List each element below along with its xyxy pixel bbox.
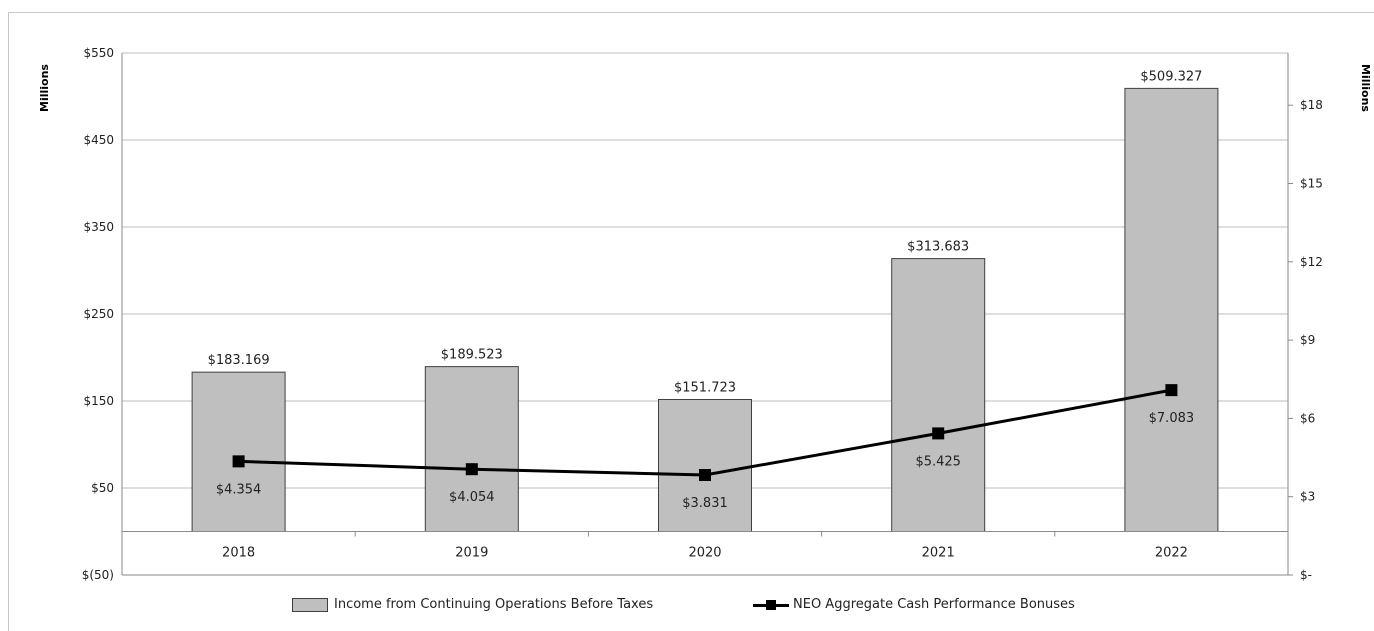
line-point — [932, 427, 945, 440]
axes: $(50) $50 $150 $250 $350 $450 $550 $- $3 $6 $9 $12 $… — [82, 46, 1323, 582]
left-tick-label: $250 — [83, 307, 114, 321]
line-point — [1165, 384, 1178, 397]
right-tick-label: $6 — [1300, 411, 1315, 425]
left-tick-label: $150 — [83, 394, 114, 408]
legend-item-bonuses: NEO Aggregate Cash Performance Bonuses — [753, 597, 1075, 612]
right-tick-label: $18 — [1300, 98, 1323, 112]
bar-data-label: $313.683 — [907, 240, 969, 255]
left-tick-label: $50 — [91, 481, 114, 495]
legend: Income from Continuing Operations Before… — [0, 597, 1374, 623]
legend-item-income: Income from Continuing Operations Before… — [292, 597, 653, 612]
legend-label-income: Income from Continuing Operations Before… — [334, 597, 654, 612]
bar-data-label: $509.327 — [1140, 69, 1202, 84]
left-tick-label: $550 — [83, 46, 114, 60]
chart-frame-left — [8, 12, 9, 631]
category-label: 2021 — [922, 546, 955, 561]
legend-label-bonuses: NEO Aggregate Cash Performance Bonuses — [793, 597, 1075, 612]
bar-series — [191, 87, 1219, 533]
left-tick-label: $(50) — [82, 568, 114, 582]
right-tick-label: $15 — [1300, 177, 1323, 191]
line-point — [465, 463, 478, 476]
category-label: 2019 — [455, 546, 488, 561]
data-labels: $183.169 $189.523 $151.723 $313.683 $509.327… — [208, 69, 1203, 511]
right-tick-label: $- — [1300, 568, 1312, 582]
right-axis-title: Millions — [1359, 64, 1372, 112]
line-point — [232, 455, 245, 468]
line-data-label: $3.831 — [682, 496, 728, 511]
chart-frame-top — [8, 12, 1374, 13]
left-tick-label: $350 — [83, 220, 114, 234]
line-series — [232, 384, 1178, 482]
legend-line-swatch — [753, 599, 789, 611]
line-data-label: $5.425 — [915, 454, 961, 469]
bar — [658, 399, 752, 532]
category-label: 2022 — [1155, 546, 1188, 561]
bar-data-label: $151.723 — [674, 381, 736, 396]
bar-data-label: $183.169 — [208, 353, 270, 368]
left-tick-label: $450 — [83, 133, 114, 147]
category-label: 2018 — [222, 546, 255, 561]
right-tick-label: $9 — [1300, 333, 1315, 347]
legend-bar-swatch — [292, 597, 328, 612]
right-tick-label: $12 — [1300, 255, 1323, 269]
bar — [891, 258, 986, 532]
category-label: 2020 — [688, 546, 721, 561]
right-tick-label: $3 — [1300, 490, 1315, 504]
line-data-label: $4.354 — [216, 482, 262, 497]
left-axis-title: Millions — [38, 64, 51, 112]
line-point — [699, 469, 711, 482]
line-data-label: $7.083 — [1149, 411, 1195, 426]
bar — [1124, 87, 1219, 533]
line-data-label: $4.054 — [449, 490, 495, 505]
bar — [424, 366, 519, 532]
bar-data-label: $189.523 — [441, 348, 503, 363]
bar — [191, 371, 286, 532]
